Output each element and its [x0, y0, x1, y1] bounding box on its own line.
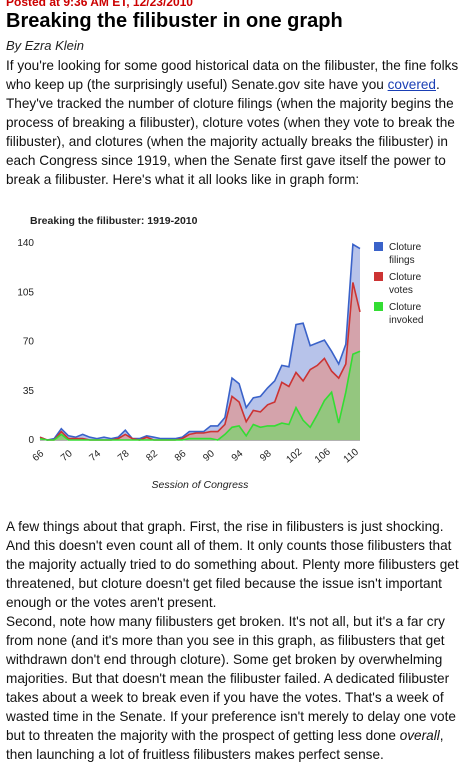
y-tick-label: 35	[23, 386, 35, 397]
y-tick-label: 140	[17, 238, 34, 249]
series-line-2	[39, 350, 361, 441]
para1-text-b: . They've tracked the number of cloture …	[6, 77, 455, 187]
byline: By Ezra Klein	[6, 38, 85, 53]
chart-title: Breaking the filibuster: 1919-2010	[30, 215, 198, 227]
article-title: Breaking the filibuster in one graph	[6, 10, 343, 32]
legend-swatch	[374, 242, 383, 251]
x-tick-label: 82	[144, 448, 160, 464]
x-tick-label: 110	[342, 446, 362, 465]
filibuster-chart: Breaking the filibuster: 1919-2010 0 35 70 1…	[17, 215, 423, 491]
x-tick-label: 102	[284, 446, 304, 465]
legend-label: Cloture filings	[389, 242, 422, 266]
para3-text-b: , then launching a lot of fruitless fili…	[6, 728, 444, 762]
x-tick-label: 86	[173, 448, 189, 464]
legend-swatch	[374, 302, 383, 311]
para3-emphasis: overall	[399, 728, 440, 743]
covered-link[interactable]: covered	[387, 77, 436, 92]
x-tick-label: 70	[59, 448, 75, 464]
series-area-2	[40, 351, 360, 440]
posted-timestamp: Posted at 9:36 AM ET, 12/23/2010	[6, 0, 193, 9]
series-line-0	[39, 243, 361, 441]
para1-text-a: If you're looking for some good historic…	[6, 58, 459, 92]
para3-text-a: Second, note how many filibusters get br…	[6, 614, 456, 743]
x-tick-label: 98	[258, 448, 274, 464]
legend-swatch	[374, 272, 383, 281]
x-tick-label: 94	[230, 448, 246, 464]
x-tick-label: 90	[201, 448, 217, 464]
paragraph-analysis-1: A few things about that graph. First, th…	[6, 519, 459, 610]
legend-label: Cloture invoked	[389, 302, 423, 326]
x-axis-label: Session of Congress	[152, 479, 250, 491]
series-area-1	[40, 282, 360, 440]
x-tick-label: 106	[313, 446, 333, 465]
paragraph-intro: If you're looking for some good historic…	[6, 56, 461, 189]
legend-label: Cloture votes	[389, 272, 422, 296]
x-tick-label: 66	[31, 448, 47, 464]
x-tick-label: 78	[116, 448, 132, 464]
y-tick-label: 105	[17, 287, 34, 298]
y-tick-label: 0	[28, 435, 34, 446]
y-tick-label: 70	[23, 337, 35, 348]
x-tick-label: 74	[87, 448, 103, 464]
paragraph-analysis-2: Second, note how many filibusters get br…	[6, 612, 461, 764]
